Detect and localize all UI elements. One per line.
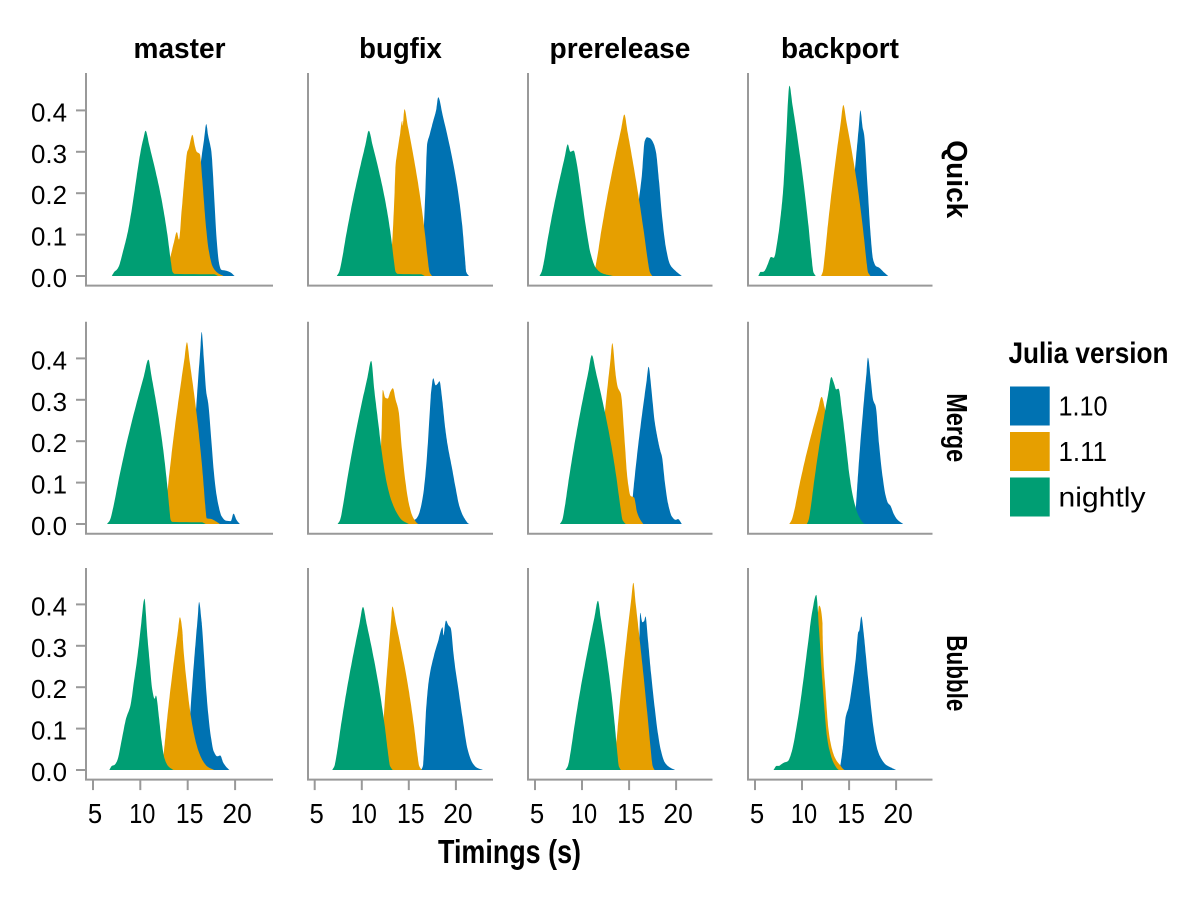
svg-text:10: 10	[791, 798, 817, 829]
svg-text:15: 15	[617, 798, 645, 829]
svg-text:0.3: 0.3	[31, 139, 67, 169]
svg-text:0.2: 0.2	[31, 674, 67, 704]
svg-text:0.4: 0.4	[31, 97, 67, 127]
svg-text:20: 20	[443, 798, 472, 829]
svg-text:bugfix: bugfix	[359, 33, 442, 65]
svg-text:prerelease: prerelease	[550, 33, 691, 65]
svg-text:20: 20	[663, 798, 692, 829]
svg-text:0.0: 0.0	[31, 263, 67, 293]
svg-text:Bubble: Bubble	[940, 635, 972, 711]
svg-text:0.2: 0.2	[31, 428, 67, 458]
svg-text:Quick: Quick	[940, 140, 972, 219]
svg-text:0.1: 0.1	[31, 222, 67, 252]
svg-text:0.4: 0.4	[31, 591, 67, 621]
svg-text:10: 10	[571, 798, 597, 829]
svg-text:Julia version: Julia version	[1009, 337, 1169, 370]
svg-text:0.1: 0.1	[31, 470, 67, 500]
svg-text:5: 5	[530, 798, 544, 829]
svg-text:20: 20	[883, 798, 912, 829]
svg-text:15: 15	[176, 798, 204, 829]
svg-text:0.0: 0.0	[31, 511, 67, 541]
svg-text:15: 15	[837, 798, 865, 829]
svg-text:5: 5	[88, 798, 102, 829]
svg-text:1.11: 1.11	[1059, 436, 1108, 467]
svg-text:Timings (s): Timings (s)	[438, 833, 581, 870]
svg-text:0.3: 0.3	[31, 633, 67, 663]
svg-text:15: 15	[397, 798, 425, 829]
svg-text:20: 20	[222, 798, 251, 829]
svg-text:master: master	[134, 33, 226, 65]
svg-text:0.3: 0.3	[31, 387, 67, 417]
svg-text:5: 5	[750, 798, 764, 829]
svg-text:5: 5	[310, 798, 324, 829]
svg-text:0.1: 0.1	[31, 716, 67, 746]
svg-text:1.10: 1.10	[1059, 391, 1108, 422]
svg-text:10: 10	[129, 798, 155, 829]
svg-text:10: 10	[351, 798, 377, 829]
svg-text:0.2: 0.2	[31, 180, 67, 210]
svg-text:nightly: nightly	[1059, 482, 1146, 513]
svg-text:0.4: 0.4	[31, 345, 67, 375]
svg-text:backport: backport	[781, 33, 899, 65]
svg-text:Merge: Merge	[940, 393, 972, 462]
svg-text:0.0: 0.0	[31, 757, 67, 787]
